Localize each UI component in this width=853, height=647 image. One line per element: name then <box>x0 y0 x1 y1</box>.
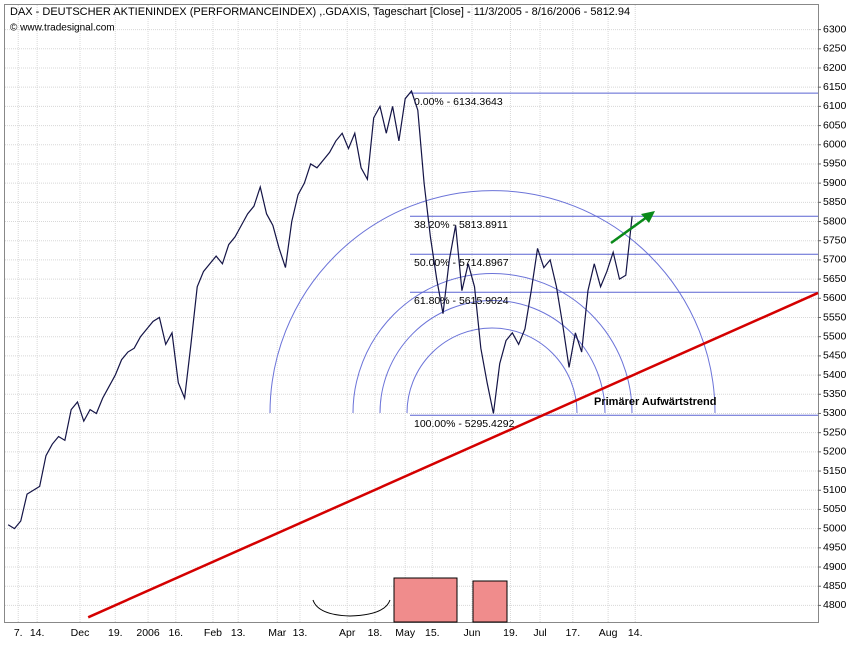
y-tick-label: 6050 <box>823 119 847 131</box>
fib-label: 38.20% - 5813.8911 <box>414 219 508 231</box>
marks <box>7 89 819 619</box>
trendline-label: Primärer Aufwärtstrend <box>594 396 716 408</box>
y-tick-label: 5900 <box>823 177 847 189</box>
fibonacci-arcs <box>269 190 716 414</box>
x-tick-label: 15. <box>425 627 440 639</box>
y-tick-label: 5550 <box>823 311 847 323</box>
y-tick-label: 5300 <box>823 407 847 419</box>
y-tick-label: 4800 <box>823 599 847 611</box>
trend-arrow-head <box>641 211 655 223</box>
x-tick-label: 19. <box>108 627 123 639</box>
y-tick-label: 6300 <box>823 23 847 35</box>
x-tick-label: 13. <box>231 627 246 639</box>
y-tick-label: 5750 <box>823 235 847 247</box>
y-tick-label: 6250 <box>823 43 847 55</box>
chart-title: DAX - DEUTSCHER AKTIENINDEX (PERFORMANCE… <box>10 6 630 18</box>
x-tick-label: 17. <box>566 627 581 639</box>
x-tick-label: Jun <box>464 627 481 639</box>
y-tick-label: 5350 <box>823 388 847 400</box>
fib-arc <box>406 327 578 414</box>
x-tick-label: Apr <box>339 627 356 639</box>
volume-bracket <box>312 599 391 617</box>
y-tick-label: 6200 <box>823 62 847 74</box>
annotations <box>312 211 655 623</box>
x-tick-label: Aug <box>599 627 618 639</box>
y-tick-label: 6150 <box>823 81 847 93</box>
fib-label: 100.00% - 5295.4292 <box>414 418 515 430</box>
x-tick-label: 14. <box>628 627 643 639</box>
y-tick-label: 5500 <box>823 330 847 342</box>
x-tick-label: 14. <box>30 627 45 639</box>
y-tick-label: 4850 <box>823 580 847 592</box>
y-tick-label: 5700 <box>823 254 847 266</box>
x-tick-label: Jul <box>533 627 546 639</box>
grid: 4800 4850 4900 4950 5000 5050 5100 5150 5200 5250… <box>5 5 847 639</box>
y-tick-label: 5050 <box>823 503 847 515</box>
y-tick-label: 4900 <box>823 561 847 573</box>
x-tick-label: 18. <box>368 627 383 639</box>
y-tick-label: 5200 <box>823 446 847 458</box>
x-tick-label: May <box>395 627 416 639</box>
y-tick-label: 5100 <box>823 484 847 496</box>
trend-arrow <box>610 215 648 245</box>
y-tick-label: 5000 <box>823 522 847 534</box>
fib-arc <box>352 273 633 414</box>
fib-label: 50.00% - 5714.8967 <box>414 257 509 269</box>
chart-subtitle: © www.tradesignal.com <box>10 23 115 34</box>
fib-arc <box>269 190 716 414</box>
x-tick-label: 13. <box>293 627 308 639</box>
x-tick-label: Mar <box>268 627 287 639</box>
price-line <box>7 89 633 530</box>
fib-arc <box>379 300 606 414</box>
volume-box <box>393 577 458 623</box>
y-tick-label: 4950 <box>823 542 847 554</box>
y-tick-label: 5250 <box>823 426 847 438</box>
x-tick-label: Dec <box>71 627 90 639</box>
y-tick-label: 6000 <box>823 139 847 151</box>
y-tick-label: 6100 <box>823 100 847 112</box>
fibonacci-levels: 0.00% - 6134.3643 38.20% - 5813.8911 50.00… <box>410 92 818 430</box>
y-tick-label: 5800 <box>823 215 847 227</box>
y-tick-label: 5400 <box>823 369 847 381</box>
trendline <box>87 291 819 619</box>
y-tick-label: 5950 <box>823 158 847 170</box>
y-tick-label: 5650 <box>823 273 847 285</box>
y-tick-label: 5450 <box>823 350 847 362</box>
x-tick-label: 16. <box>168 627 183 639</box>
volume-box <box>472 580 508 623</box>
y-tick-label: 5850 <box>823 196 847 208</box>
x-tick-label: 19. <box>503 627 518 639</box>
fib-label: 0.00% - 6134.3643 <box>414 96 503 108</box>
x-tick-label: Feb <box>204 627 222 639</box>
y-tick-label: 5600 <box>823 292 847 304</box>
x-tick-label: 2006 <box>136 627 160 639</box>
fib-label: 61.80% - 5615.9024 <box>414 295 509 307</box>
y-tick-label: 5150 <box>823 465 847 477</box>
x-tick-label: 7. <box>14 627 23 639</box>
